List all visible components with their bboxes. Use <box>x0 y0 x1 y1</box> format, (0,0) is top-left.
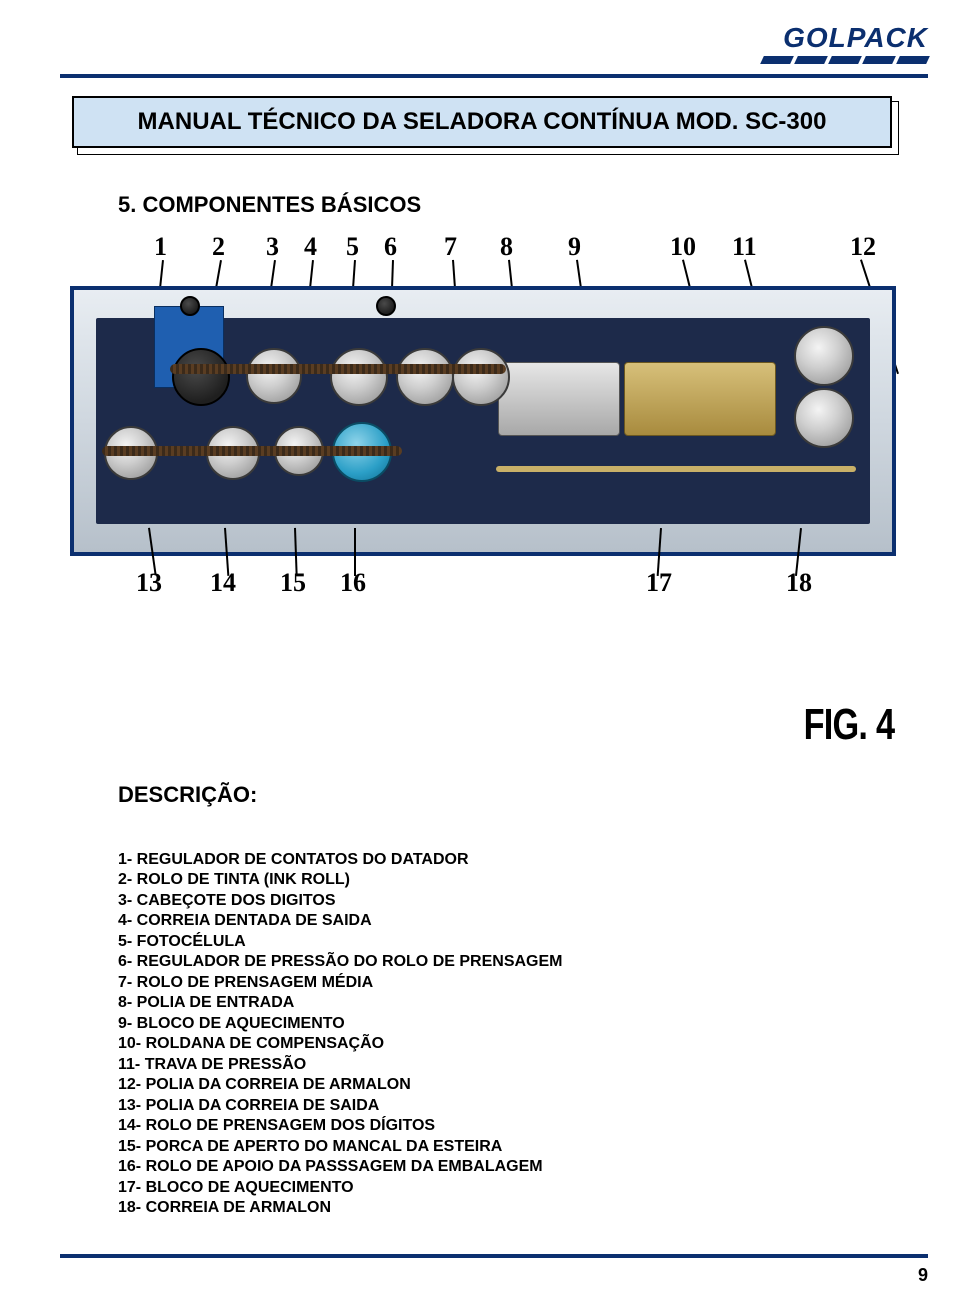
callout-17: 17 <box>646 568 672 598</box>
desc-item-10: 10- ROLDANA DE COMPENSAÇÃO <box>118 1034 563 1054</box>
callout-18: 18 <box>786 568 812 598</box>
desc-item-8: 8- POLIA DE ENTRADA <box>118 993 563 1013</box>
description-list: 1- REGULADOR DE CONTATOS DO DATADOR 2- R… <box>118 850 563 1218</box>
callout-5: 5 <box>346 232 359 262</box>
callout-15: 15 <box>280 568 306 598</box>
title-box: MANUAL TÉCNICO DA SELADORA CONTÍNUA MOD.… <box>72 96 892 148</box>
desc-item-14: 14- ROLO DE PRENSAGEM DOS DÍGITOS <box>118 1116 563 1136</box>
pulley-12a <box>794 326 854 386</box>
brand-name: GOLPACK <box>762 22 928 54</box>
desc-item-6: 6- REGULADOR DE PRESSÃO DO ROLO DE PRENS… <box>118 952 563 972</box>
bottom-rule <box>60 1254 928 1258</box>
desc-item-15: 15- PORCA DE APERTO DO MANCAL DA ESTEIRA <box>118 1137 563 1157</box>
callout-10: 10 <box>670 232 696 262</box>
page-number: 9 <box>918 1265 928 1286</box>
desc-item-16: 16- ROLO DE APOIO DA PASSSAGEM DA EMBALA… <box>118 1157 563 1177</box>
page: GOLPACK MANUAL TÉCNICO DA SELADORA CONTÍ… <box>0 0 960 1302</box>
callout-3: 3 <box>266 232 279 262</box>
callout-16: 16 <box>340 568 366 598</box>
pulley-8 <box>452 348 510 406</box>
callout-11: 11 <box>732 232 757 262</box>
top-callouts: 1 2 3 4 5 6 7 8 9 10 11 12 <box>70 232 896 268</box>
desc-item-2: 2- ROLO DE TINTA (INK ROLL) <box>118 870 563 890</box>
callout-13: 13 <box>136 568 162 598</box>
desc-item-9: 9- BLOCO DE AQUECIMENTO <box>118 1014 563 1034</box>
callout-9: 9 <box>568 232 581 262</box>
callout-2: 2 <box>212 232 225 262</box>
desc-item-13: 13- POLIA DA CORREIA DE SAIDA <box>118 1096 563 1116</box>
top-rule <box>60 74 928 78</box>
callout-8: 8 <box>500 232 513 262</box>
armalon-belt <box>496 466 856 472</box>
figure-label: FIG. 4 <box>803 700 894 750</box>
block-silver <box>498 362 620 436</box>
description-heading: DESCRIÇÃO: <box>118 782 257 808</box>
knob-6 <box>376 296 396 316</box>
desc-item-3: 3- CABEÇOTE DOS DIGITOS <box>118 891 563 911</box>
bottom-callouts: 13 14 15 16 17 18 <box>70 568 896 604</box>
desc-item-17: 17- BLOCO DE AQUECIMENTO <box>118 1178 563 1198</box>
desc-item-1: 1- REGULADOR DE CONTATOS DO DATADOR <box>118 850 563 870</box>
machine-panel <box>96 318 870 524</box>
desc-item-11: 11- TRAVA DE PRESSÃO <box>118 1055 563 1075</box>
knob-1 <box>180 296 200 316</box>
pulley-12b <box>794 388 854 448</box>
desc-item-4: 4- CORREIA DENTADA DE SAIDA <box>118 911 563 931</box>
callout-4: 4 <box>304 232 317 262</box>
belt-bottom <box>102 446 402 456</box>
figure-image <box>70 286 896 556</box>
page-title: MANUAL TÉCNICO DA SELADORA CONTÍNUA MOD.… <box>88 108 876 136</box>
pulley-3 <box>246 348 302 404</box>
belt-top <box>170 364 506 374</box>
callout-6: 6 <box>384 232 397 262</box>
callout-1: 1 <box>154 232 167 262</box>
pulley-7 <box>330 348 388 406</box>
callout-7: 7 <box>444 232 457 262</box>
brand-stripes <box>762 56 928 64</box>
pulley-7b <box>396 348 454 406</box>
section-heading: 5. COMPONENTES BÁSICOS <box>118 192 421 218</box>
brand-logo: GOLPACK <box>762 22 928 64</box>
pulley-2 <box>172 348 230 406</box>
desc-item-18: 18- CORREIA DE ARMALON <box>118 1198 563 1218</box>
block-brass <box>624 362 776 436</box>
figure: 1 2 3 4 5 6 7 8 9 10 11 12 <box>70 232 896 652</box>
desc-item-7: 7- ROLO DE PRENSAGEM MÉDIA <box>118 973 563 993</box>
callout-14: 14 <box>210 568 236 598</box>
desc-item-5: 5- FOTOCÉLULA <box>118 932 563 952</box>
callout-12: 12 <box>850 232 876 262</box>
desc-item-12: 12- POLIA DA CORREIA DE ARMALON <box>118 1075 563 1095</box>
